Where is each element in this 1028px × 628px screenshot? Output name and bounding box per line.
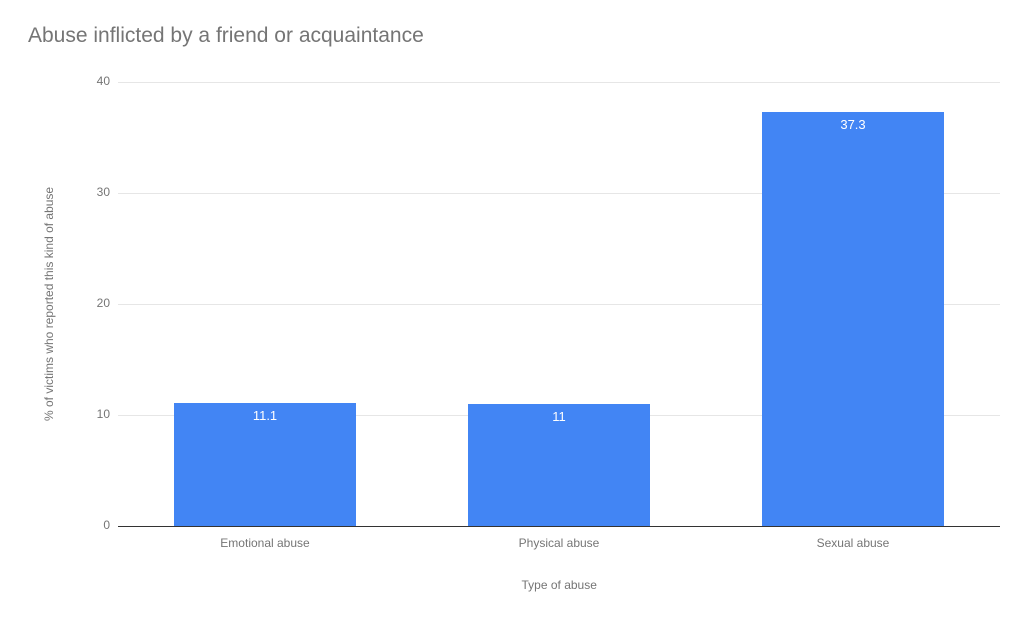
y-axis-label: % of victims who reported this kind of a… xyxy=(42,187,56,421)
y-tick-label: 0 xyxy=(70,518,110,532)
y-tick-label: 40 xyxy=(70,74,110,88)
x-tick-label: Physical abuse xyxy=(519,536,600,550)
grid-line xyxy=(118,526,1000,527)
x-tick-label: Emotional abuse xyxy=(220,536,309,550)
plot-area: 11.1 11 37.3 xyxy=(118,82,1000,526)
y-tick-label: 20 xyxy=(70,296,110,310)
grid-line xyxy=(118,82,1000,83)
x-tick-label: Sexual abuse xyxy=(817,536,890,550)
bar xyxy=(762,112,944,526)
y-tick-label: 30 xyxy=(70,185,110,199)
x-axis-label: Type of abuse xyxy=(522,578,597,592)
bar-value-label: 11.1 xyxy=(253,408,277,423)
bar-value-label: 37.3 xyxy=(840,117,865,132)
chart-title: Abuse inflicted by a friend or acquainta… xyxy=(28,24,424,48)
chart-container: Abuse inflicted by a friend or acquainta… xyxy=(0,0,1028,628)
y-tick-label: 10 xyxy=(70,407,110,421)
bar-value-label: 11 xyxy=(552,409,566,424)
